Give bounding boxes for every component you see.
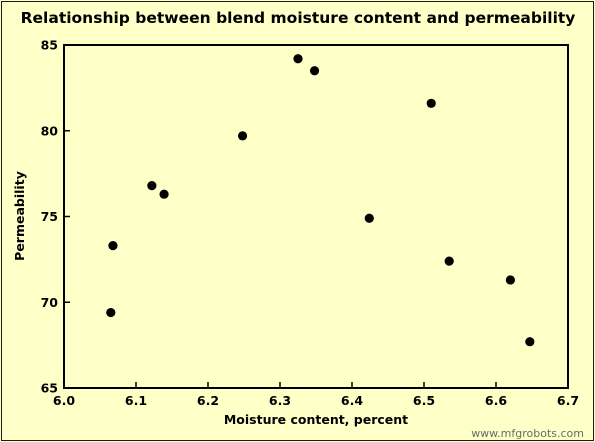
x-axis-label: Moisture content, percent — [224, 412, 408, 427]
y-tick-label: 65 — [41, 381, 58, 396]
data-point — [505, 275, 515, 285]
data-point — [293, 54, 303, 64]
y-tick-label: 70 — [41, 295, 59, 310]
data-points — [106, 54, 535, 347]
y-tick-label: 75 — [41, 209, 58, 224]
x-tick-label: 6.0 — [53, 393, 75, 408]
x-axis: 6.0 6.1 6.2 6.3 6.4 6.5 6.6 6.7 — [53, 382, 579, 408]
data-point — [444, 256, 454, 266]
y-tick-label: 85 — [41, 38, 58, 53]
x-tick-label: 6.3 — [269, 393, 291, 408]
y-axis-label: Permeability — [12, 171, 27, 261]
data-point — [108, 241, 118, 251]
x-tick-label: 6.2 — [197, 393, 219, 408]
data-point — [106, 307, 116, 318]
x-tick-label: 6.5 — [413, 393, 435, 408]
data-point — [237, 131, 248, 141]
x-tick-label: 6.4 — [341, 393, 363, 408]
data-point — [147, 181, 157, 191]
x-tick-label: 6.1 — [125, 393, 147, 408]
y-tick-label: 80 — [41, 123, 59, 138]
data-point — [364, 213, 374, 223]
chart-title: Relationship between blend moisture cont… — [21, 9, 576, 27]
y-axis: 65 70 75 80 85 — [41, 38, 70, 396]
data-point — [525, 337, 535, 347]
data-point — [159, 189, 169, 199]
x-tick-label: 6.6 — [485, 393, 507, 408]
data-point — [309, 66, 320, 76]
x-tick-label: 6.7 — [557, 393, 579, 408]
data-point — [426, 98, 436, 108]
watermark-text: www.mfgrobots.com — [471, 427, 584, 440]
plot-area — [63, 44, 569, 389]
